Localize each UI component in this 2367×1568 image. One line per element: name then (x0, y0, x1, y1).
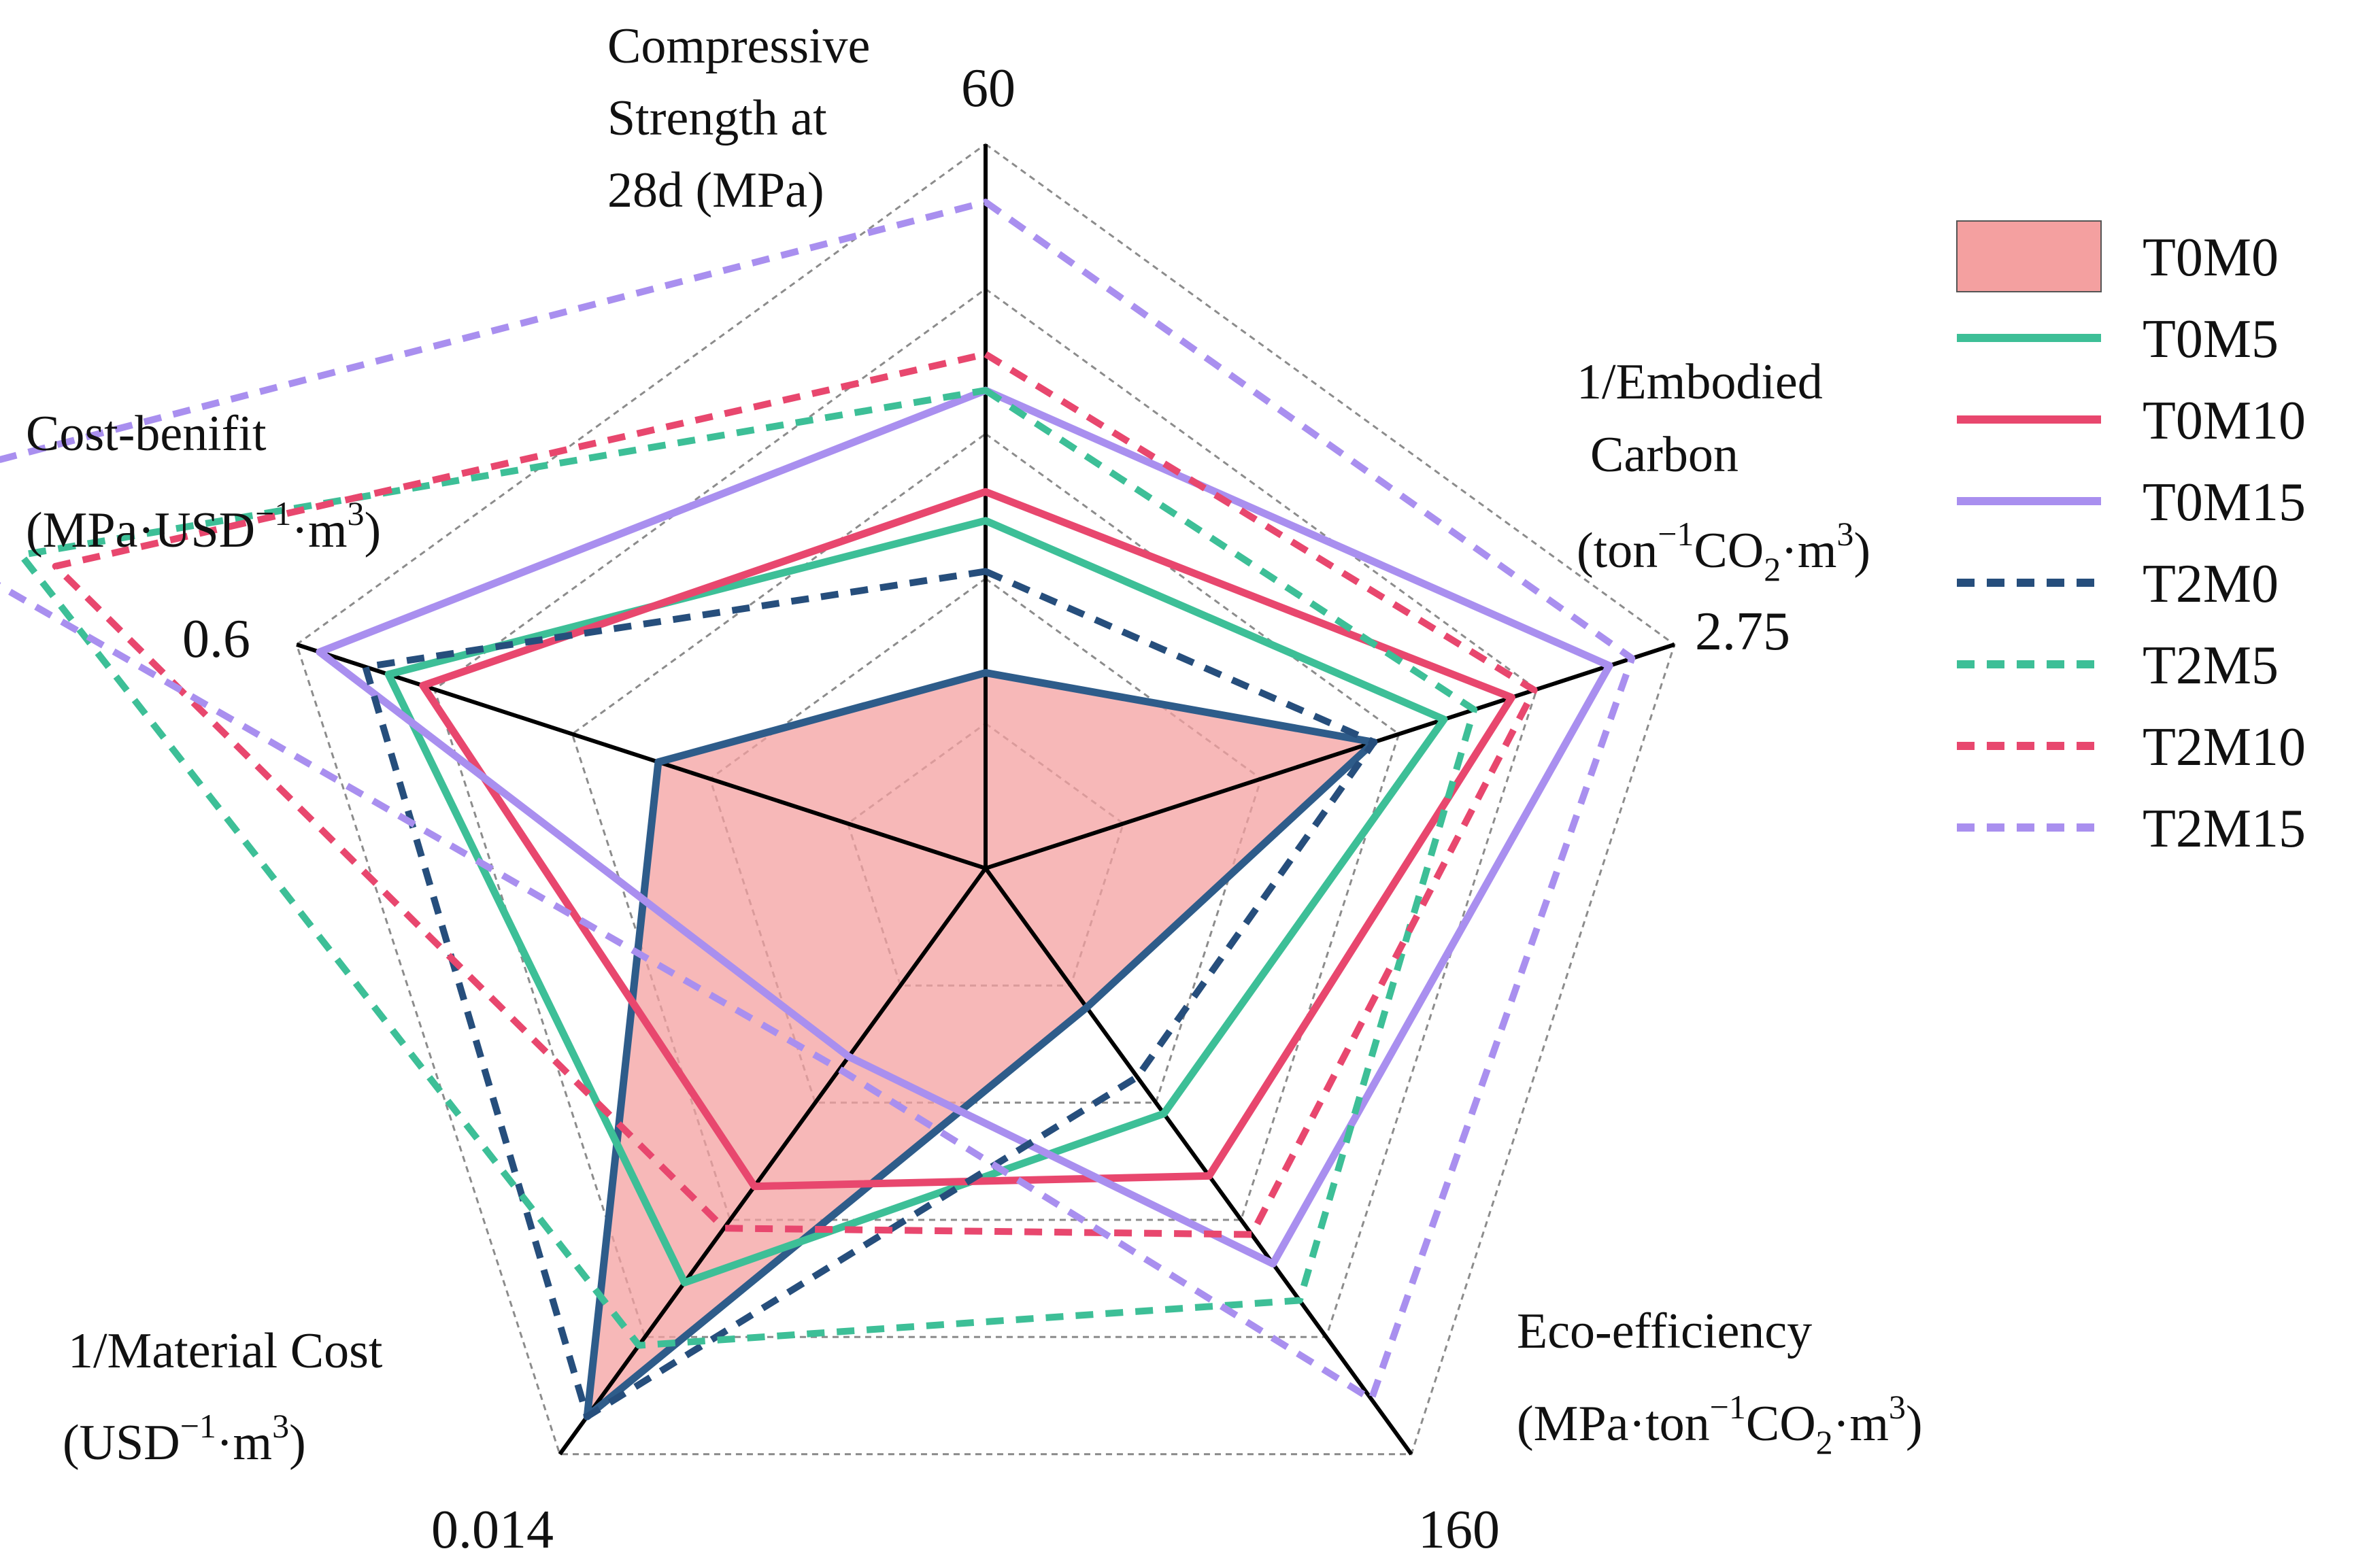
axis-spoke-cb (296, 643, 986, 870)
series-line-t2m0 (362, 568, 1377, 1420)
axis-unit-line: (USD−1·m3) (63, 1407, 306, 1471)
legend-item-t0m0: T0M0 (1956, 220, 2279, 292)
axis-max-label-compressive-strength: 60 (961, 58, 1015, 118)
series-line-t0m15 (316, 386, 1613, 1268)
legend-item-t0m10: T0M10 (1957, 391, 2306, 451)
series-fill-t0m0 (587, 672, 1374, 1417)
axis-title-line: 1/Embodied (1577, 354, 1823, 410)
axis-layer (296, 144, 1675, 1456)
axis-title-material-cost: 1/Material Cost (USD−1·m3) (63, 1323, 383, 1471)
axis-title-compressive-strength: Compressive Strength at 28d (MPa) (607, 18, 870, 218)
legend-item-t0m5: T0M5 (1957, 309, 2279, 369)
axis-max-label-embodied-carbon: 2.75 (1695, 602, 1790, 662)
axis-title-cost-benefit: Cost-benifit (MPa·USD−1·m3) (26, 406, 381, 558)
legend-item-t0m15: T0M15 (1957, 473, 2306, 532)
legend-label: T0M15 (2143, 473, 2306, 532)
legend-label: T2M0 (2143, 554, 2279, 614)
legend-item-t2m0: T2M0 (1957, 554, 2279, 614)
series-line-t0m10 (419, 488, 1515, 1191)
axis-title-line: Eco-efficiency (1517, 1303, 1812, 1359)
axis-title-line: Cost-benifit (26, 406, 267, 462)
axis-spoke-ec (985, 643, 1675, 870)
axis-title-embodied-carbon: 1/Embodied Carbon (ton−1CO2·m3) (1577, 354, 1870, 588)
axis-spoke-ee (984, 867, 1413, 1456)
series-line-t0m5 (384, 517, 1448, 1286)
axis-max-label-cost-benefit: 0.6 (182, 609, 250, 669)
axis-max-label-eco-efficiency: 160 (1418, 1500, 1500, 1560)
legend-label: T0M10 (2143, 391, 2306, 451)
grid-ring (295, 143, 1676, 1456)
axis-max-label-material-cost: 0.014 (431, 1500, 554, 1560)
legend-label: T2M10 (2143, 717, 2306, 777)
axis-title-line: 28d (MPa) (607, 163, 824, 218)
axis-unit-line: (MPa·USD−1·m3) (26, 494, 381, 558)
axis-spoke-mc (558, 867, 988, 1456)
series-line-t0m0 (583, 668, 1378, 1420)
legend-item-t2m15: T2M15 (1957, 799, 2306, 859)
axis-title-line: Strength at (607, 90, 827, 146)
axis-title-line: Compressive (607, 18, 870, 74)
axis-unit-line: (ton−1CO2·m3) (1577, 515, 1870, 588)
series-line-t2m10 (52, 350, 1538, 1238)
series-layer (0, 199, 1636, 1420)
legend-swatch (1956, 220, 2102, 292)
series-line-t2m5 (17, 387, 1478, 1349)
legend-item-t2m5: T2M5 (1957, 636, 2279, 696)
legend: T0M0 T0M5 T0M10 T0M15 T2M0 T2M5 T2M10 T2M15 (1956, 220, 2306, 859)
axis-title-eco-efficiency: Eco-efficiency (MPa·ton−1CO2·m3) (1517, 1303, 1923, 1461)
axis-unit-line: (MPa·ton−1CO2·m3) (1517, 1388, 1923, 1461)
series-line-t2m15 (0, 199, 1636, 1403)
legend-label: T0M0 (2143, 228, 2279, 288)
grid-ring (571, 432, 1400, 1221)
axis-title-line: 1/Material Cost (68, 1323, 383, 1379)
legend-label: T2M5 (2143, 636, 2279, 696)
legend-item-t2m10: T2M10 (1957, 717, 2306, 777)
grid-ring (433, 288, 1539, 1338)
legend-label: T2M15 (2143, 799, 2306, 859)
legend-label: T0M5 (2143, 309, 2279, 369)
axis-title-line: Carbon (1590, 427, 1739, 483)
